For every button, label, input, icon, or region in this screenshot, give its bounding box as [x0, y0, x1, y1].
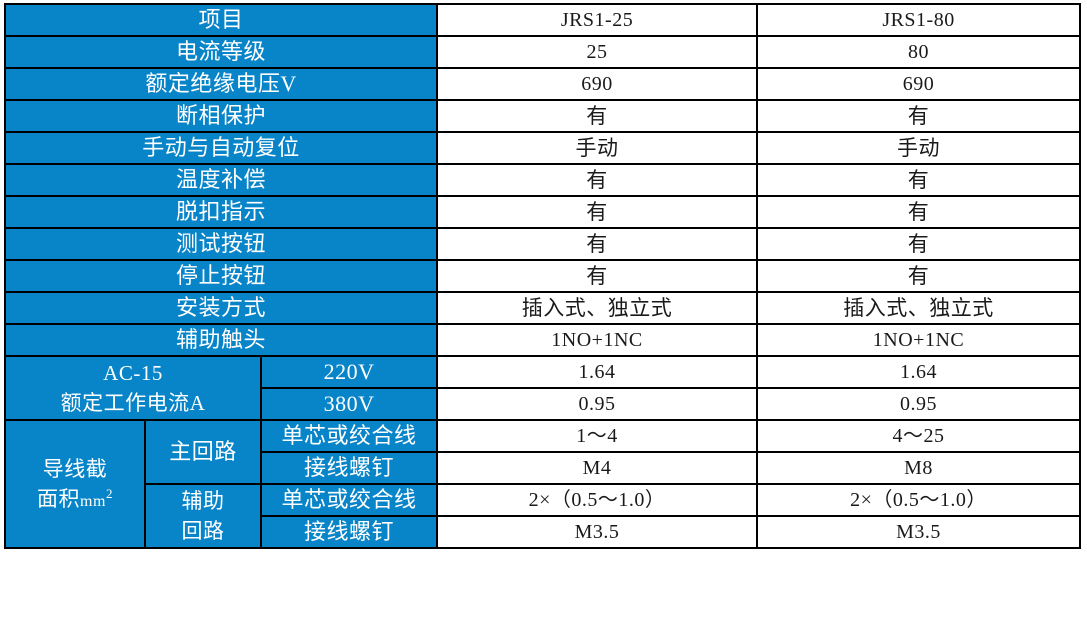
- table-row: 安装方式 插入式、独立式 插入式、独立式: [3, 291, 1082, 325]
- header-model-jrs1-25: JRS1-25: [436, 3, 759, 37]
- row-value-jrs1-25: 25: [436, 35, 759, 69]
- wire-value-conductor-aux-jrs1-25: 2×（0.5～1.0）: [436, 483, 759, 517]
- wire-main-circuit-label: 主回路: [144, 419, 262, 485]
- wire-group-label: 导线截 面积mm2: [4, 419, 146, 549]
- table-row: 停止按钮 有 有: [3, 259, 1082, 293]
- row-value-jrs1-80: 80: [756, 35, 1082, 69]
- wire-subrow-label-conductor-aux: 单芯或绞合线: [259, 483, 439, 517]
- wire-aux-label-line1: 辅助: [181, 488, 225, 513]
- ac15-label-line1: AC-15: [103, 360, 163, 385]
- row-value-jrs1-80: 有: [756, 227, 1082, 261]
- wire-subrow-label-screw-main: 接线螺钉: [259, 451, 439, 485]
- row-value-jrs1-25: 有: [436, 99, 759, 133]
- table-row-ac15-380v: 380V 0.95 0.95: [5, 387, 1082, 421]
- row-label: 额定绝缘电压V: [3, 67, 439, 101]
- ac15-value-380v-jrs1-25: 0.95: [436, 387, 759, 421]
- row-label: 电流等级: [3, 35, 439, 69]
- row-label: 测试按钮: [3, 227, 439, 261]
- table-row-wire-main-conductor: 导线截 面积mm2 主回路 单芯或绞合线 1～4 4～25: [4, 419, 1082, 549]
- table-header-row: 项目 JRS1-25 JRS1-80: [3, 3, 1082, 37]
- row-value-jrs1-80: 插入式、独立式: [756, 291, 1082, 325]
- wire-value-conductor-aux-jrs1-80: 2×（0.5～1.0）: [756, 483, 1082, 517]
- specification-table: 项目 JRS1-25 JRS1-80 电流等级 25 80 额定绝缘电压V 69…: [3, 3, 1082, 549]
- wire-label-unit: mm: [80, 493, 106, 510]
- row-value-jrs1-25: 有: [436, 163, 759, 197]
- table-row: 温度补偿 有 有: [3, 163, 1082, 197]
- ac15-label-line2: 额定工作电流A: [60, 391, 206, 415]
- table-row-wire-main-screw: 接线螺钉 M4 M8: [5, 451, 1082, 485]
- wire-subrow-label-conductor-main: 单芯或绞合线: [259, 419, 439, 453]
- table-row: 电流等级 25 80: [3, 35, 1082, 69]
- row-value-jrs1-80: 1NO+1NC: [756, 323, 1082, 357]
- ac15-value-220v-jrs1-25: 1.64: [436, 355, 759, 389]
- ac15-group-label: AC-15 额定工作电流A: [4, 355, 262, 421]
- table-row-ac15-220v: AC-15 额定工作电流A 220V 1.64 1.64: [4, 355, 1082, 421]
- row-value-jrs1-25: 插入式、独立式: [436, 291, 759, 325]
- wire-label-unit-exponent: 2: [105, 486, 113, 501]
- row-label: 温度补偿: [3, 163, 439, 197]
- table-row-wire-aux-screw: 接线螺钉 M3.5 M3.5: [5, 515, 1082, 549]
- table-row: 脱扣指示 有 有: [3, 195, 1082, 229]
- ac15-subrow-label-220v: 220V: [259, 355, 439, 389]
- row-value-jrs1-25: 有: [436, 259, 759, 293]
- ac15-value-220v-jrs1-80: 1.64: [756, 355, 1082, 389]
- wire-aux-label-line2: 回路: [181, 519, 225, 543]
- table-row: 测试按钮 有 有: [3, 227, 1082, 261]
- row-value-jrs1-25: 690: [436, 67, 759, 101]
- row-label: 脱扣指示: [3, 195, 439, 229]
- row-value-jrs1-25: 有: [436, 227, 759, 261]
- row-value-jrs1-25: 1NO+1NC: [436, 323, 759, 357]
- row-value-jrs1-25: 手动: [436, 131, 759, 165]
- table-row: 额定绝缘电压V 690 690: [3, 67, 1082, 101]
- row-value-jrs1-80: 有: [756, 99, 1082, 133]
- row-label: 安装方式: [3, 291, 439, 325]
- header-item-label: 项目: [3, 3, 439, 37]
- row-label: 停止按钮: [3, 259, 439, 293]
- row-label: 手动与自动复位: [3, 131, 439, 165]
- ac15-subrow-label-380v: 380V: [259, 387, 439, 421]
- header-model-jrs1-80: JRS1-80: [756, 3, 1082, 37]
- wire-label-line1: 导线截: [42, 456, 108, 481]
- ac15-value-380v-jrs1-80: 0.95: [756, 387, 1082, 421]
- wire-value-conductor-main-jrs1-80: 4～25: [756, 419, 1082, 453]
- row-value-jrs1-25: 有: [436, 195, 759, 229]
- row-value-jrs1-80: 有: [756, 195, 1082, 229]
- wire-label-area-text: 面积: [37, 487, 81, 511]
- table-row: 辅助触头 1NO+1NC 1NO+1NC: [3, 323, 1082, 357]
- row-label: 辅助触头: [3, 323, 439, 357]
- wire-value-screw-main-jrs1-80: M8: [756, 451, 1082, 485]
- wire-label-line2: 面积mm2: [8, 484, 142, 514]
- wire-value-conductor-main-jrs1-25: 1～4: [436, 419, 759, 453]
- table-row-wire-aux-conductor: 辅助 回路 单芯或绞合线 2×（0.5～1.0） 2×（0.5～1.0）: [5, 483, 1082, 549]
- row-value-jrs1-80: 有: [756, 163, 1082, 197]
- table-row: 手动与自动复位 手动 手动: [3, 131, 1082, 165]
- row-value-jrs1-80: 690: [756, 67, 1082, 101]
- row-value-jrs1-80: 手动: [756, 131, 1082, 165]
- wire-value-screw-main-jrs1-25: M4: [436, 451, 759, 485]
- wire-aux-circuit-label: 辅助 回路: [144, 483, 262, 549]
- wire-value-screw-aux-jrs1-80: M3.5: [756, 515, 1082, 549]
- row-label: 断相保护: [3, 99, 439, 133]
- table-row: 断相保护 有 有: [3, 99, 1082, 133]
- wire-subrow-label-screw-aux: 接线螺钉: [259, 515, 439, 549]
- row-value-jrs1-80: 有: [756, 259, 1082, 293]
- wire-value-screw-aux-jrs1-25: M3.5: [436, 515, 759, 549]
